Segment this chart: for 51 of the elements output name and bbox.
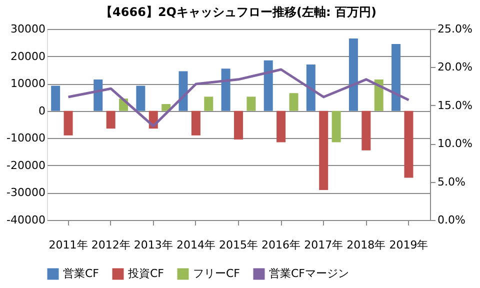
bar — [348, 38, 358, 111]
legend-label: 投資CF — [127, 267, 164, 280]
bar — [392, 44, 401, 111]
bar — [289, 93, 298, 111]
y-tick-label: -20000 — [6, 158, 46, 172]
y-tick-label: 20000 — [10, 50, 46, 63]
y2-tick-label: 5.0% — [438, 175, 466, 188]
x-tick-label: 2012年 — [91, 238, 130, 252]
y2-tick-label: 10.0% — [438, 137, 472, 150]
bar — [191, 110, 200, 136]
bar — [332, 110, 341, 142]
bar — [362, 110, 371, 150]
y-tick-label: 10000 — [10, 77, 46, 90]
y2-tick-label: 15.0% — [438, 98, 472, 112]
bar — [234, 110, 243, 140]
line-series — [67, 68, 410, 128]
bar — [136, 86, 146, 111]
x-tick-label: 2015年 — [219, 238, 258, 252]
bar — [178, 71, 188, 111]
bar — [246, 96, 256, 111]
x-tick-label: 2011年 — [48, 238, 88, 252]
bar — [51, 86, 60, 111]
y-tick-label: -30000 — [6, 186, 46, 200]
legend-label: フリーCF — [193, 267, 240, 280]
x-tick-label: 2018年 — [346, 238, 386, 252]
bar — [64, 110, 73, 136]
bar — [94, 79, 103, 111]
bar — [374, 79, 384, 111]
bar — [319, 110, 328, 190]
y2-tick-label: 25.0% — [438, 22, 472, 36]
y2-tick-label: 0.0% — [438, 214, 466, 226]
bar — [276, 110, 286, 142]
bar — [204, 96, 214, 111]
y-tick-label: 30000 — [10, 22, 46, 36]
chart-title: 【4666】2Qキャッシュフロー推移(左軸: 百万円) — [100, 5, 376, 19]
x-tick-label: 2016年 — [262, 238, 301, 252]
y-tick-label: -40000 — [6, 214, 46, 226]
y-tick-label: 0 — [38, 104, 46, 118]
x-tick-label: 2014年 — [176, 238, 216, 252]
bar — [221, 68, 230, 111]
bar — [106, 110, 116, 129]
x-tick-label: 2019年 — [389, 238, 428, 252]
y-tick-label: -10000 — [6, 132, 46, 145]
x-tick-label: 2017年 — [304, 238, 344, 252]
y2-tick-label: 20.0% — [438, 60, 472, 74]
bar — [404, 110, 414, 178]
bar — [306, 64, 316, 111]
legend-label: 営業CF — [63, 267, 100, 280]
x-tick-label: 2013年 — [134, 238, 173, 252]
legend-label: 営業CFマージン — [269, 267, 350, 280]
bar — [264, 60, 273, 111]
